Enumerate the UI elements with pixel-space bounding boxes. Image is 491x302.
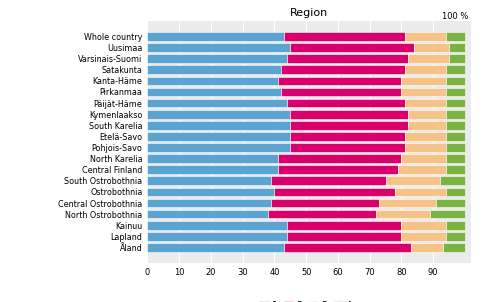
Bar	[277, 154, 402, 163]
Bar	[287, 54, 408, 63]
Bar	[405, 143, 446, 152]
Bar	[147, 132, 290, 141]
Bar	[284, 32, 405, 41]
Bar	[443, 243, 465, 252]
Bar	[446, 232, 465, 241]
Bar	[147, 221, 287, 230]
Bar	[147, 88, 281, 96]
Bar	[290, 121, 408, 130]
Bar	[446, 110, 465, 118]
Bar	[147, 143, 290, 152]
Bar	[408, 121, 446, 130]
Bar	[277, 165, 398, 174]
Bar	[446, 121, 465, 130]
Bar	[284, 243, 411, 252]
Bar	[408, 54, 449, 63]
Bar	[147, 110, 290, 118]
Bar	[147, 210, 268, 218]
Bar	[287, 232, 402, 241]
Bar	[147, 99, 287, 108]
Bar	[281, 66, 405, 74]
Bar	[446, 143, 465, 152]
Bar	[436, 199, 465, 207]
Bar	[405, 32, 446, 41]
Bar	[408, 110, 446, 118]
Bar	[402, 154, 446, 163]
Bar	[402, 232, 446, 241]
Bar	[405, 99, 446, 108]
Bar	[430, 210, 465, 218]
Bar	[147, 43, 290, 52]
Bar	[446, 221, 465, 230]
Bar	[147, 232, 287, 241]
Bar	[274, 188, 395, 196]
Bar	[446, 188, 465, 196]
Bar	[395, 188, 446, 196]
Legend: 1, 2, 3, 4+: 1, 2, 3, 4+	[259, 301, 360, 302]
Bar	[290, 110, 408, 118]
Bar	[147, 188, 274, 196]
Bar	[376, 210, 430, 218]
Bar	[290, 132, 405, 141]
Bar	[147, 176, 271, 185]
Bar	[446, 66, 465, 74]
Bar	[405, 132, 446, 141]
Bar	[281, 88, 402, 96]
Bar	[446, 76, 465, 85]
Bar	[271, 176, 385, 185]
Bar	[147, 243, 284, 252]
Bar	[268, 210, 376, 218]
Bar	[271, 199, 379, 207]
Bar	[446, 88, 465, 96]
Bar	[290, 43, 414, 52]
Bar	[287, 99, 405, 108]
Bar	[379, 199, 436, 207]
Bar	[402, 76, 446, 85]
Bar	[147, 199, 271, 207]
Bar	[402, 221, 446, 230]
Bar	[147, 154, 277, 163]
Bar	[290, 143, 405, 152]
Title: Region: Region	[290, 8, 328, 18]
Bar	[439, 176, 465, 185]
Bar	[147, 121, 290, 130]
Bar	[411, 243, 443, 252]
Bar	[446, 99, 465, 108]
Bar	[147, 32, 284, 41]
Bar	[402, 88, 446, 96]
Bar	[405, 66, 446, 74]
Bar	[414, 43, 449, 52]
Bar	[446, 32, 465, 41]
Bar	[449, 54, 465, 63]
Bar	[147, 66, 281, 74]
Bar	[398, 165, 446, 174]
Bar	[446, 132, 465, 141]
Bar	[449, 43, 465, 52]
Bar	[147, 54, 287, 63]
Bar	[446, 165, 465, 174]
Text: 100 %: 100 %	[442, 12, 468, 21]
Bar	[147, 165, 277, 174]
Bar	[446, 154, 465, 163]
Bar	[147, 76, 277, 85]
Bar	[287, 221, 402, 230]
Bar	[277, 76, 402, 85]
Bar	[385, 176, 439, 185]
